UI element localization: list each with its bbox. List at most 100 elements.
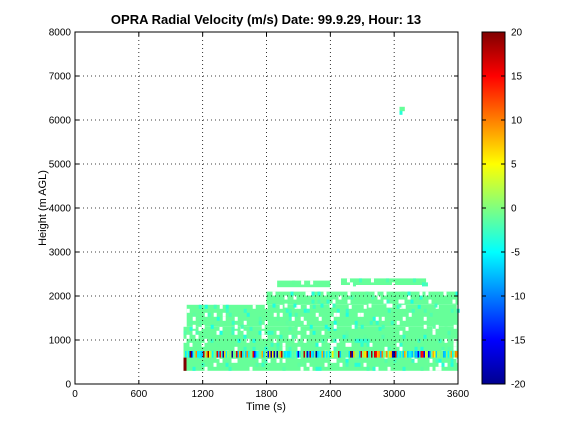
data-cell (411, 351, 414, 358)
data-cell (237, 351, 240, 358)
data-cell (261, 362, 265, 367)
data-gap (402, 316, 406, 321)
colorbar-tick-label: 5 (511, 160, 517, 171)
data-gap (315, 312, 319, 317)
data-cell (240, 351, 243, 358)
data-cell (345, 334, 349, 339)
data-gap (192, 324, 196, 329)
data-cell (183, 351, 186, 358)
data-cell (369, 320, 373, 325)
data-cell (192, 366, 196, 371)
y-tick-label: 7000 (49, 72, 72, 83)
data-cell (432, 324, 436, 329)
data-gap (453, 338, 457, 343)
data-cell (402, 334, 406, 339)
data-cell (384, 358, 388, 363)
data-cell (249, 351, 252, 358)
x-tick-label: 3000 (383, 389, 406, 400)
data-gap (234, 316, 238, 321)
data-cell (285, 351, 288, 358)
data-cell (246, 312, 250, 317)
data-gap (347, 291, 351, 296)
data-cell (450, 351, 453, 358)
data-cell (276, 346, 280, 351)
data-cell (225, 351, 228, 358)
data-gap (297, 326, 301, 331)
data-cell (447, 346, 451, 351)
data-gap (349, 282, 353, 287)
colorbar-tick-label: -15 (511, 336, 526, 347)
data-cell (350, 295, 354, 300)
data-gap (452, 299, 456, 304)
data-cell (309, 324, 313, 329)
data-cell (366, 342, 370, 347)
data-cell (450, 308, 454, 313)
data-cell (204, 304, 208, 309)
data-cell (420, 346, 424, 351)
data-cell (330, 351, 333, 358)
data-cell (405, 351, 408, 358)
data-gap (195, 334, 199, 339)
data-gap (309, 366, 313, 371)
data-cell (432, 351, 435, 358)
data-cell (269, 351, 271, 358)
data-cell (252, 346, 256, 351)
data-cell (375, 351, 378, 358)
data-cell (215, 351, 217, 358)
data-cell (441, 351, 444, 358)
data-gap (264, 334, 268, 339)
data-cell (279, 351, 282, 358)
data-gap (186, 308, 190, 313)
data-gap (308, 291, 312, 296)
data-cell (192, 351, 195, 358)
data-cell (198, 351, 201, 358)
data-gap (284, 295, 288, 300)
data-cell (258, 316, 262, 321)
data-cell (252, 351, 255, 358)
data-cell (294, 312, 298, 317)
data-cell (299, 351, 301, 358)
data-cell (389, 351, 391, 358)
data-cell (357, 351, 360, 358)
data-cell (371, 295, 375, 300)
data-gap (297, 334, 301, 339)
data-cell (216, 316, 220, 321)
data-cell (435, 358, 439, 363)
data-cell (189, 320, 193, 325)
data-cell (410, 299, 414, 304)
data-gap (368, 303, 372, 308)
data-cell (347, 351, 349, 358)
data-gap (222, 316, 226, 321)
data-cell (378, 351, 381, 358)
data-cell (332, 303, 336, 308)
data-cell (366, 366, 370, 371)
data-cell (279, 334, 283, 339)
data-cell (203, 351, 205, 358)
data-region (340, 278, 427, 285)
data-gap (252, 304, 256, 309)
data-gap (330, 316, 334, 321)
data-cell (327, 326, 331, 331)
data-gap (429, 366, 433, 371)
colorbar-tick-label: -10 (511, 292, 526, 303)
data-cell (374, 351, 376, 358)
data-gap (231, 358, 235, 363)
data-cell (357, 362, 361, 367)
data-cell (425, 351, 427, 358)
data-cell (429, 312, 433, 317)
data-cell (210, 324, 214, 329)
data-gap (333, 312, 337, 317)
data-gap (219, 304, 223, 309)
data-cell (348, 351, 351, 358)
data-cell (345, 330, 349, 335)
data-cell (420, 366, 424, 371)
data-cell (423, 334, 427, 339)
data-gap (284, 303, 288, 308)
data-cell (288, 326, 292, 331)
data-cell (252, 338, 256, 343)
data-gap (423, 316, 427, 321)
data-cell (231, 351, 234, 358)
data-gap (282, 342, 286, 347)
data-cell (303, 351, 306, 358)
data-gap (399, 330, 403, 335)
